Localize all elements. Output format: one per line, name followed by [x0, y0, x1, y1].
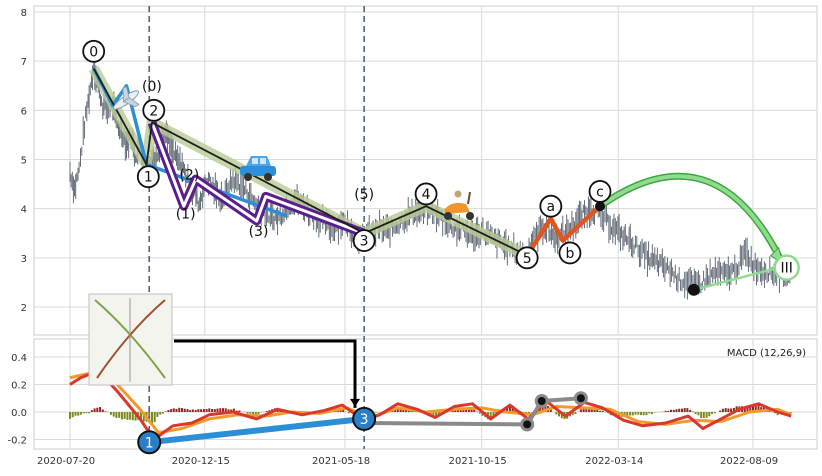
x-tick-label: 2021-10-15	[449, 456, 507, 467]
wave-label: 5	[523, 251, 532, 267]
x-tick-label: 2022-03-14	[585, 456, 643, 467]
airplane-wing	[122, 97, 140, 108]
wave-label: 2	[149, 103, 158, 119]
wave-label: (5)	[354, 187, 374, 203]
scooter-handle	[467, 191, 471, 205]
wave-label-circle	[539, 194, 563, 218]
inset-connector-arrow	[350, 398, 360, 407]
macd-wave-marker	[352, 406, 377, 431]
macd-lines: 13	[69, 339, 792, 455]
wave-c-dot	[595, 201, 606, 212]
wave-label-circle	[352, 229, 376, 253]
wave-label-circle	[142, 98, 166, 122]
car-icon	[240, 156, 276, 181]
scooter-icon	[444, 190, 474, 220]
main-wave	[92, 68, 528, 257]
scooter-rider	[454, 190, 462, 198]
scooter-wheel	[444, 212, 452, 220]
wave-label-circle	[414, 182, 438, 206]
wave-label: b	[566, 246, 575, 262]
wave-label-circle	[558, 241, 582, 265]
wave-labels: 0 (0) 2 1 (2) (1) (3) (5) 3 4 5 a b c III	[82, 39, 800, 281]
y-tick-label: 3	[21, 254, 27, 265]
wave-label: a	[547, 199, 556, 215]
wave-label-circle	[773, 254, 800, 281]
wave-label: 1	[144, 170, 153, 186]
wave-label: (3)	[249, 224, 269, 240]
macd-y-tick-label: 0.2	[11, 381, 27, 392]
wave-label-circle	[136, 165, 160, 189]
macd-title: MACD (12,26,9)	[727, 348, 806, 359]
y-tick-label: 2	[21, 303, 27, 314]
macd-y-tick-label: 0.0	[11, 408, 27, 419]
wave-label: 4	[422, 187, 431, 203]
wave-label: III	[780, 261, 792, 277]
macd-grey-dot	[573, 391, 588, 406]
x-tick-label: 2020-07-20	[37, 456, 95, 467]
green-low-line	[693, 266, 780, 292]
airplane-icon	[113, 85, 140, 110]
macd-line	[69, 369, 792, 441]
y-tick-label: 7	[21, 57, 27, 68]
scooter-wheel	[466, 212, 474, 220]
wave-label: (1)	[176, 207, 196, 223]
wave-paths	[88, 65, 785, 296]
wave-label-circle	[515, 246, 539, 270]
macd-y-tick-label: -0.2	[7, 436, 27, 447]
wave-label: (2)	[179, 167, 199, 183]
wave-label: 3	[360, 234, 369, 250]
wave-label-circle	[588, 180, 612, 203]
macd-y-tick-label: 0.4	[11, 353, 27, 364]
inset-curve	[96, 299, 166, 379]
y-tick-label: 6	[21, 106, 27, 117]
wave-label: 0	[89, 44, 98, 60]
macd-blue-wave	[148, 415, 365, 446]
y-tick-label: 5	[21, 156, 27, 167]
car-wheel	[244, 173, 252, 181]
macd-wave-marker-label: 1	[145, 435, 154, 451]
macd-grey-wave	[364, 421, 528, 427]
wave-label: c	[596, 184, 604, 200]
purple-wave-inner	[150, 122, 365, 235]
macd-grey-dot	[520, 417, 535, 432]
x-tick-label: 2022-08-09	[720, 456, 778, 467]
inset-connector	[174, 339, 357, 408]
y-tick-label: 4	[21, 205, 27, 216]
scooter-body	[444, 202, 470, 214]
y-tick-label: 8	[21, 8, 27, 19]
icons-layer	[88, 85, 474, 386]
wave-label-circle	[82, 39, 106, 63]
car-wheel	[264, 173, 272, 181]
green-arc	[598, 174, 783, 262]
macd-wave-marker-label: 3	[360, 412, 369, 428]
macd-wave-marker	[137, 430, 162, 455]
wave-label: (0)	[142, 79, 162, 95]
low-dot	[687, 283, 700, 296]
tick-labels: 2 3 4 5 6 7 8 -0.2 0.0 0.2 0.4 2020-07-20 2020-12-15…	[7, 8, 778, 467]
car-window	[260, 158, 266, 164]
inset-thumbnail-icon	[88, 293, 173, 386]
x-tick-label: 2021-05-18	[312, 456, 370, 467]
x-tick-label: 2020-12-15	[172, 456, 230, 467]
car-window	[252, 158, 258, 164]
price-gridlines	[34, 6, 817, 335]
orange-wave	[525, 204, 602, 257]
macd-grey-dot	[534, 394, 549, 408]
